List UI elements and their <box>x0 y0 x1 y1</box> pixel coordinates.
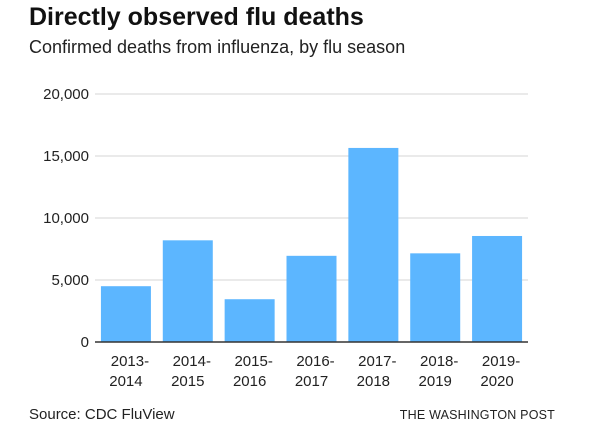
x-tick-label: 2016- <box>296 353 334 370</box>
bar <box>286 255 337 342</box>
y-tick-label: 20,000 <box>43 86 89 103</box>
chart-subtitle: Confirmed deaths from influenza, by flu … <box>29 37 406 57</box>
x-tick-label: 2015- <box>234 353 272 370</box>
x-tick-label: 2020 <box>480 373 513 390</box>
x-tick-label: 2017- <box>358 353 396 370</box>
x-tick-label: 2015 <box>171 373 204 390</box>
x-tick-label: 2019- <box>482 353 520 370</box>
bar <box>348 147 399 342</box>
x-tick-label: 2016 <box>233 373 266 390</box>
x-tick-label: 2014 <box>109 373 142 390</box>
y-tick-label: 0 <box>81 334 89 351</box>
x-tick-label: 2018 <box>357 373 390 390</box>
bar <box>100 286 151 342</box>
x-tick-label: 2014- <box>173 353 211 370</box>
bar <box>224 299 275 342</box>
x-tick-label: 2019 <box>419 373 452 390</box>
x-tick-label: 2017 <box>295 373 328 390</box>
publisher-credit: THE WASHINGTON POST <box>399 408 555 422</box>
y-tick-label: 5,000 <box>51 272 89 289</box>
x-tick-label: 2018- <box>420 353 458 370</box>
y-tick-label: 15,000 <box>43 148 89 165</box>
bar <box>472 235 523 342</box>
bar <box>410 253 461 342</box>
x-tick-label: 2013- <box>111 353 149 370</box>
y-tick-label: 10,000 <box>43 210 89 227</box>
chart-title: Directly observed flu deaths <box>29 3 364 31</box>
bar <box>162 240 213 342</box>
source-note: Source: CDC FluView <box>29 406 175 423</box>
